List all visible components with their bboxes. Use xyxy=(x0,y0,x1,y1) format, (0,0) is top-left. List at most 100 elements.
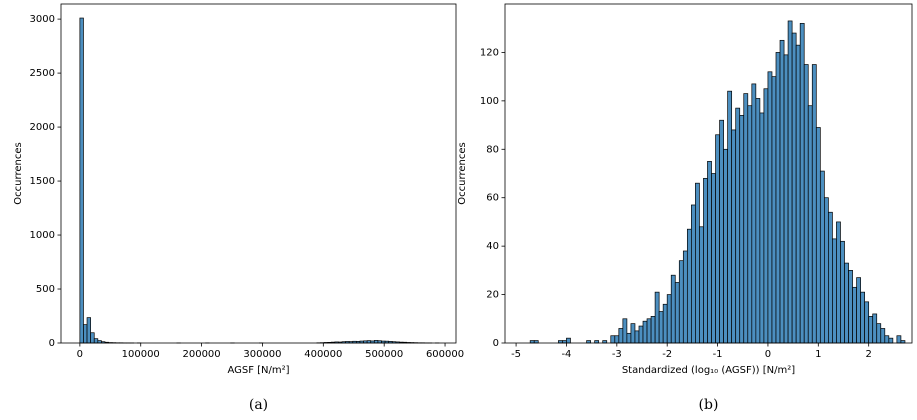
bar xyxy=(682,250,688,344)
subplot: -5 -4 -3 -2 -1 0 1 2020406080100120Standardized… xyxy=(457,3,913,413)
subplot: 0 100000 200000 300000 400000 500000 600000 0 50… xyxy=(13,3,464,413)
bar xyxy=(852,286,857,344)
axes-frame xyxy=(504,3,913,344)
bar xyxy=(674,282,680,344)
bar xyxy=(90,332,95,344)
y-tick-label: 20 xyxy=(486,290,499,301)
bar xyxy=(566,337,571,344)
x-tick-label: -2 xyxy=(662,349,672,360)
bar xyxy=(767,71,773,344)
x-tick-label: 300000 xyxy=(243,349,281,360)
bar xyxy=(654,291,660,344)
bar xyxy=(779,39,785,344)
bar xyxy=(872,313,878,344)
bar xyxy=(699,226,704,344)
bar xyxy=(638,325,644,344)
bar xyxy=(803,64,809,344)
x-tick-label: 500000 xyxy=(365,349,403,360)
bar xyxy=(739,115,745,344)
bar xyxy=(703,177,708,344)
y-tick-label: 40 xyxy=(486,241,499,252)
bar xyxy=(658,311,664,344)
bar xyxy=(711,173,716,344)
bar xyxy=(715,134,720,344)
x-tick-label: 1 xyxy=(815,349,821,360)
x-axis-label: Standardized (log₁₀ (AGSF)) [N/m²] xyxy=(622,365,795,376)
x-tick-label: -3 xyxy=(612,349,622,360)
bar xyxy=(888,337,894,344)
bar xyxy=(79,17,84,344)
y-tick-label: 500 xyxy=(36,284,55,295)
bar xyxy=(836,221,841,344)
bar xyxy=(775,52,781,344)
bar xyxy=(807,105,813,344)
bar xyxy=(819,170,825,344)
y-axis-label: Occurrences xyxy=(13,142,24,204)
y-tick-label: 2500 xyxy=(30,68,55,79)
bar xyxy=(691,204,696,344)
caption: (b) xyxy=(699,397,719,413)
x-tick-label: 0 xyxy=(77,349,83,360)
bar xyxy=(662,303,668,344)
bar xyxy=(666,294,672,344)
bar xyxy=(795,44,801,344)
bar xyxy=(824,197,829,344)
bar xyxy=(743,93,749,344)
bar xyxy=(670,274,676,344)
x-tick-label: 400000 xyxy=(304,349,342,360)
bar xyxy=(634,330,640,344)
bar xyxy=(93,338,99,344)
bar xyxy=(787,20,793,344)
bar xyxy=(811,64,817,344)
bar xyxy=(610,335,616,344)
bar xyxy=(751,83,757,344)
bar xyxy=(755,98,761,344)
bar xyxy=(884,335,890,344)
bar xyxy=(695,182,700,344)
bar xyxy=(840,240,845,344)
bar xyxy=(868,316,874,344)
bar xyxy=(678,260,684,344)
x-tick-label: 200000 xyxy=(182,349,220,360)
bar xyxy=(650,316,656,344)
y-axis-label: Occurrences xyxy=(457,142,468,204)
bar xyxy=(860,291,866,344)
bar xyxy=(686,228,692,344)
bar xyxy=(896,335,902,344)
y-tick-label: 80 xyxy=(486,144,499,155)
bar xyxy=(723,148,728,344)
bar xyxy=(791,32,797,344)
bar xyxy=(856,277,861,344)
x-tick-label: -4 xyxy=(561,349,571,360)
x-tick-label: 600000 xyxy=(426,349,464,360)
bar xyxy=(763,88,769,344)
x-tick-label: 100000 xyxy=(122,349,160,360)
y-tick-label: 0 xyxy=(49,338,55,349)
x-tick-label: 0 xyxy=(765,349,771,360)
y-tick-label: 120 xyxy=(480,47,499,58)
bar xyxy=(880,328,886,344)
bar xyxy=(815,127,821,344)
bar xyxy=(759,112,765,344)
bar xyxy=(83,324,88,344)
y-tick-label: 100 xyxy=(480,96,499,107)
bar xyxy=(731,129,737,344)
y-tick-label: 0 xyxy=(493,338,499,349)
x-tick-label: -1 xyxy=(713,349,723,360)
bar xyxy=(735,107,741,344)
bar xyxy=(630,323,636,344)
bar xyxy=(727,90,733,344)
bar xyxy=(876,323,882,344)
bar xyxy=(844,262,849,344)
bar xyxy=(622,318,628,344)
axes-frame xyxy=(60,3,457,344)
bar xyxy=(771,76,777,344)
bar xyxy=(828,211,833,344)
y-tick-label: 2000 xyxy=(30,122,55,133)
bar xyxy=(783,54,789,344)
y-tick-label: 60 xyxy=(486,193,499,204)
x-axis-label: AGSF [N/m²] xyxy=(227,365,289,376)
y-tick-label: 1000 xyxy=(30,230,55,241)
bar xyxy=(707,161,712,344)
